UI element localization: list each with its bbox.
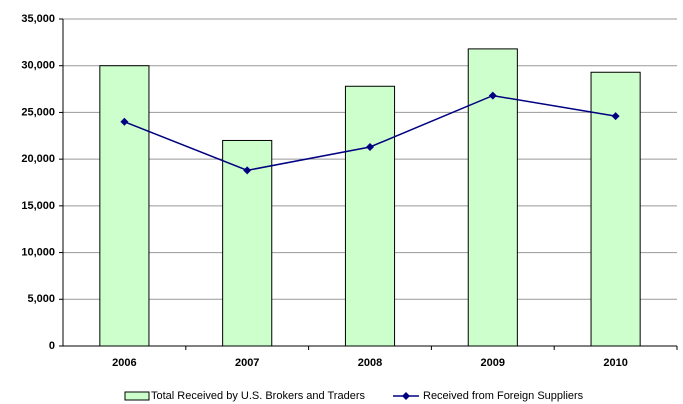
legend-swatch	[402, 392, 410, 400]
x-tick-label: 2006	[112, 357, 136, 369]
y-tick-label: 10,000	[21, 246, 55, 258]
bar	[99, 65, 150, 347]
y-tick-label: 30,000	[21, 60, 55, 72]
marker	[120, 117, 129, 126]
y-tick-label: 0	[49, 340, 55, 352]
y-tick-label: 5,000	[27, 293, 55, 305]
x-tick-label: 2007	[235, 357, 259, 369]
y-tick-label: 25,000	[21, 106, 55, 118]
y-tick-label: 20,000	[21, 153, 55, 165]
marker	[611, 112, 620, 121]
bar	[222, 139, 273, 347]
marker	[488, 91, 497, 100]
x-tick-label: 2009	[481, 357, 505, 369]
legend-swatch	[124, 391, 150, 401]
marker	[243, 166, 252, 175]
x-tick-label: 2008	[358, 357, 382, 369]
y-tick-label: 15,000	[21, 200, 55, 212]
legend-label: Total Received by U.S. Brokers and Trade…	[151, 390, 365, 402]
y-tick-label: 35,000	[21, 13, 55, 25]
x-tick-label: 2010	[603, 357, 627, 369]
marker	[366, 142, 374, 151]
legend-label: Received from Foreign Suppliers	[423, 390, 584, 402]
bar	[344, 85, 396, 347]
